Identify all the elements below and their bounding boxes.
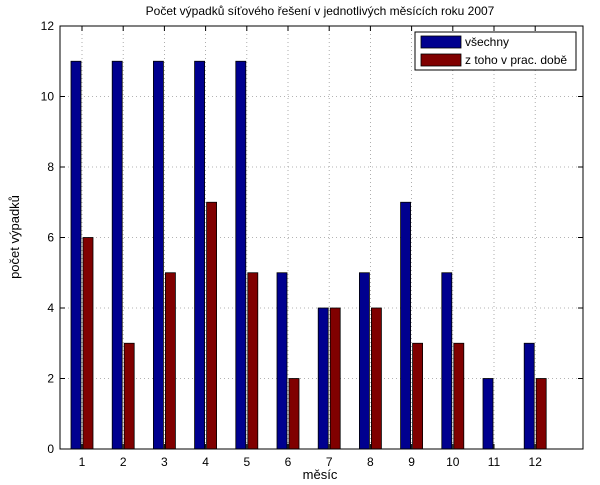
chart-title: Počet výpadků síťového řešení v jednotli… <box>146 4 495 18</box>
x-axis-label: měsíc <box>303 467 338 482</box>
bar-work-hours <box>453 342 465 450</box>
bar-work-hours <box>535 378 547 450</box>
x-tick-label: 11 <box>488 455 501 469</box>
bar-all <box>400 201 412 450</box>
bar-all <box>276 272 288 450</box>
x-tick-label: 6 <box>285 455 292 469</box>
x-tick-label: 3 <box>161 455 168 469</box>
bar-all <box>358 272 370 450</box>
bar-work-hours <box>247 272 259 450</box>
x-tick-label: 12 <box>529 455 543 469</box>
y-tick-label: 10 <box>41 90 55 104</box>
bar-all <box>152 60 164 450</box>
bar-work-hours <box>206 201 218 450</box>
bar-work-hours <box>164 272 176 450</box>
legend-swatch-work-hours <box>420 53 462 67</box>
legend-label-all: všechny <box>465 35 509 49</box>
y-tick-label: 12 <box>41 19 55 33</box>
y-tick-label: 0 <box>47 442 54 456</box>
x-tick-label: 8 <box>367 455 374 469</box>
legend-label-work-hours: z toho v prac. době <box>465 53 567 67</box>
bar-work-hours <box>412 342 424 450</box>
grid-lines <box>60 26 583 449</box>
bar-work-hours <box>329 307 341 450</box>
bar-all <box>317 307 329 450</box>
x-tick-label: 4 <box>202 455 209 469</box>
x-axis-ticks: 1 2 3 4 5 6 7 8 9 10 11 12 <box>79 26 543 469</box>
bar-all <box>482 378 494 450</box>
bar-work-hours <box>370 307 382 450</box>
bar-work-hours <box>288 378 300 450</box>
legend: všechny z toho v prac. době <box>414 31 577 71</box>
x-tick-label: 7 <box>326 455 333 469</box>
x-tick-label: 9 <box>408 455 415 469</box>
bar-all <box>194 60 206 450</box>
y-axis-ticks: 0 2 4 6 8 10 12 <box>41 19 583 456</box>
y-axis-label: počet výpadků <box>7 195 22 279</box>
y-tick-label: 6 <box>47 231 54 245</box>
bar-all <box>111 60 123 450</box>
bars-group <box>70 60 547 450</box>
x-tick-label: 1 <box>79 455 86 469</box>
bar-all <box>441 272 453 450</box>
legend-swatch-all <box>420 35 462 49</box>
bar-all <box>235 60 247 450</box>
bar-work-hours <box>82 237 94 450</box>
x-tick-label: 5 <box>243 455 250 469</box>
bar-all <box>70 60 82 450</box>
bar-work-hours <box>123 342 135 450</box>
y-tick-label: 8 <box>47 160 54 174</box>
x-tick-label: 2 <box>120 455 127 469</box>
bar-all <box>523 342 535 450</box>
y-tick-label: 2 <box>47 372 54 386</box>
y-tick-label: 4 <box>47 301 54 315</box>
x-tick-label: 10 <box>446 455 460 469</box>
